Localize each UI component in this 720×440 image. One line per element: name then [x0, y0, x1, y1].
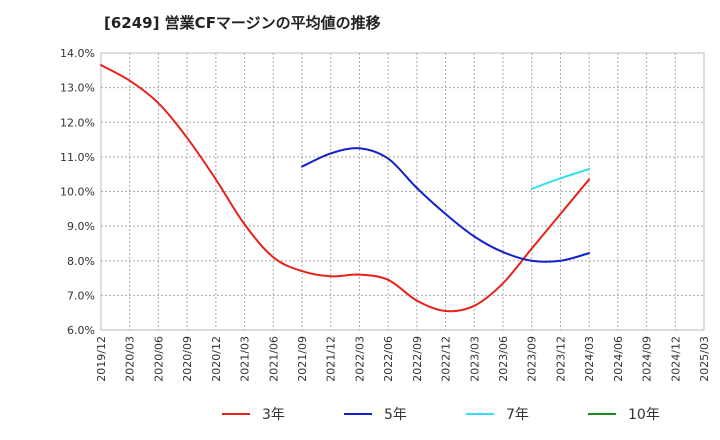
- x-tick-label: 2024/03: [583, 336, 596, 382]
- y-tick-label: 10.0%: [60, 186, 95, 199]
- series-line-1: [100, 64, 591, 313]
- x-tick-label: 2020/06: [152, 336, 165, 382]
- x-tick-label: 2022/06: [382, 336, 395, 382]
- chart-title: [6249] 営業CFマージンの平均値の推移: [104, 14, 381, 32]
- x-tick-label: 2022/12: [440, 336, 453, 382]
- gridlines: [100, 52, 705, 331]
- x-tick-label: 2023/03: [468, 336, 481, 382]
- x-tick-label: 2022/03: [353, 336, 366, 382]
- x-tick-label: 2022/09: [411, 336, 424, 382]
- y-tick-label: 7.0%: [67, 289, 95, 302]
- y-tick-label: 11.0%: [60, 151, 95, 164]
- x-tick-label: 2025/03: [698, 336, 711, 382]
- x-tick-label: 2020/03: [124, 336, 137, 382]
- legend: 3年 5年 7年 10年: [222, 407, 660, 423]
- x-tick-label: 2024/09: [641, 336, 654, 382]
- legend-label-3: 7年: [506, 407, 529, 423]
- legend-label-4: 10年: [628, 407, 660, 423]
- x-tick-label: 2024/06: [612, 336, 625, 382]
- x-tick-label: 2020/12: [210, 336, 223, 382]
- x-tick-label: 2021/03: [239, 336, 252, 382]
- y-tick-label: 14.0%: [60, 47, 95, 60]
- series-line-3: [530, 168, 591, 190]
- y-tick-label: 13.0%: [60, 82, 95, 95]
- x-tick-label: 2024/12: [669, 336, 682, 382]
- y-tick-label: 9.0%: [67, 220, 95, 233]
- x-tick-label: 2023/06: [497, 336, 510, 382]
- axes: 6.0% 7.0% 8.0% 9.0% 10.0% 11.0% 12.0% 13.0% 14.0…: [60, 47, 711, 382]
- series-lines: [100, 64, 591, 313]
- x-tick-label: 2020/09: [181, 336, 194, 382]
- y-tick-label: 12.0%: [60, 116, 95, 129]
- legend-label-1: 3年: [262, 407, 285, 423]
- x-tick-label: 2019/12: [95, 336, 108, 382]
- legend-label-2: 5年: [384, 407, 407, 423]
- x-tick-label: 2021/09: [296, 336, 309, 382]
- series-line-2: [301, 147, 591, 263]
- x-tick-label: 2021/12: [325, 336, 338, 382]
- y-tick-label: 6.0%: [67, 324, 95, 337]
- x-tick-label: 2023/09: [526, 336, 539, 382]
- y-tick-label: 8.0%: [67, 255, 95, 268]
- x-tick-label: 2023/12: [554, 336, 567, 382]
- x-tick-label: 2021/06: [267, 336, 280, 382]
